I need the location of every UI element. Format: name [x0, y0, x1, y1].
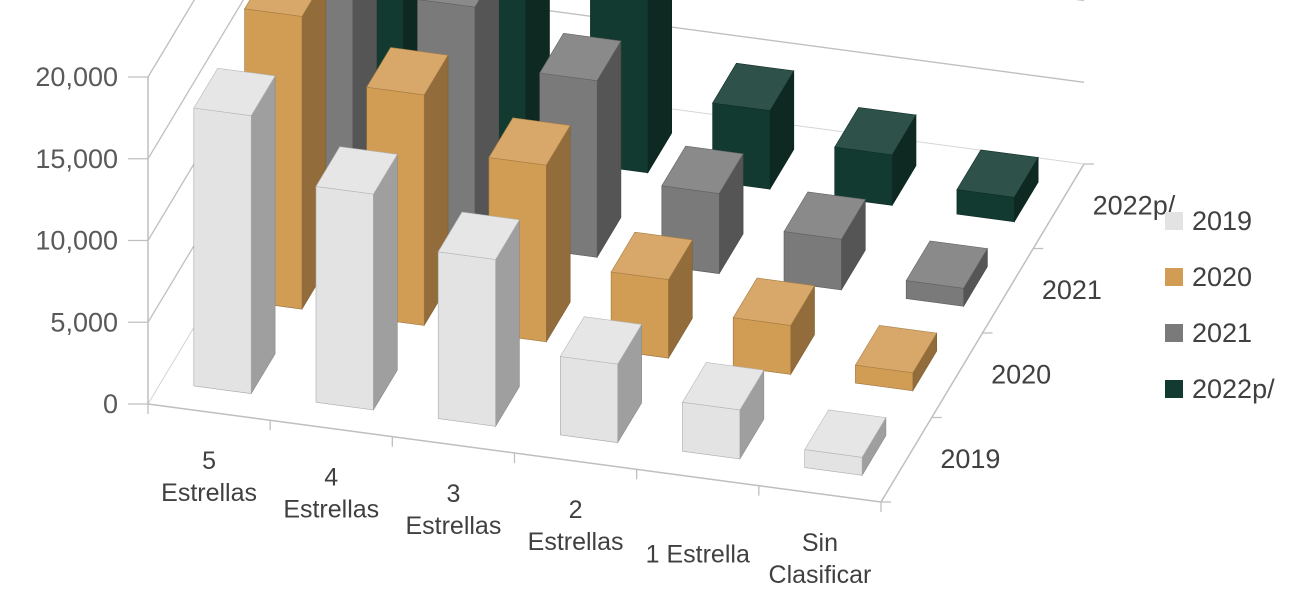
bar-2019-5: [682, 362, 765, 460]
depth-axis-tick-labels: 2019 2020 2021 2022p/: [940, 190, 1175, 474]
depth-tick-label: 2019: [940, 444, 1000, 474]
legend-item: 2021: [1165, 305, 1295, 361]
x-tick-label: 1 Estrella: [646, 541, 750, 569]
bar-2020-6: [854, 325, 938, 392]
y-axis-tick-labels: 0 5,000 10,000 15,000 20,000: [35, 62, 118, 419]
x-tick-label: 4: [324, 464, 338, 492]
legend-swatch-2021: [1165, 324, 1183, 342]
y-tick-label: 5,000: [50, 307, 118, 337]
legend-label: 2022p/: [1192, 373, 1275, 404]
bar-2019-4: [559, 316, 643, 444]
bar-2021-6: [905, 240, 988, 308]
x-tick-label: 3: [446, 480, 460, 508]
gridline: [147, 0, 245, 160]
x-tick-label: Estrellas: [161, 479, 257, 507]
legend-swatch-2019: [1165, 212, 1183, 230]
x-tick-label: Estrellas: [283, 496, 379, 524]
x-tick-label: 2: [569, 496, 583, 524]
bar-2019-2: [315, 146, 398, 411]
depth-tick-label: 2021: [1042, 275, 1102, 305]
bars: [193, 0, 1039, 477]
x-tick-label: Sin: [802, 529, 838, 557]
bar-2019-1: [193, 67, 276, 395]
legend: 2019 2020 2021 2022p/: [1165, 193, 1295, 417]
bar-2020-5: [732, 277, 815, 376]
x-tick-label: Estrellas: [405, 512, 501, 540]
legend-swatch-2020: [1165, 268, 1183, 286]
depth-tick-label: 2022p/: [1093, 190, 1176, 220]
y-tick-label: 15,000: [35, 144, 118, 174]
x-tick-label: Estrellas: [528, 528, 624, 556]
legend-label: 2021: [1192, 317, 1253, 348]
y-tick-label: 0: [103, 389, 118, 419]
legend-item: 2022p/: [1165, 361, 1295, 417]
legend-label: 2020: [1192, 261, 1253, 292]
bar-2022p-6: [956, 149, 1039, 223]
legend-swatch-2022p: [1165, 380, 1183, 398]
bar-2022p-5: [834, 107, 917, 207]
legend-item: 2019: [1165, 193, 1295, 249]
bar-2019-6: [804, 409, 887, 477]
x-tick-label: Clasificar: [769, 561, 872, 589]
bar-2021-5: [783, 191, 866, 291]
y-tick-label: 10,000: [35, 226, 118, 256]
x-tick-label: 5: [202, 447, 216, 475]
bar-2019-3: [437, 211, 520, 428]
y-tick-label: 20,000: [35, 62, 118, 92]
legend-label: 2019: [1192, 205, 1253, 236]
depth-tick-label: 2020: [991, 359, 1051, 389]
axes: [128, 76, 1094, 512]
legend-item: 2020: [1165, 249, 1295, 305]
bar-2021-4: [661, 145, 744, 275]
x-axis-tick-labels: 5 Estrellas 4 Estrellas 3 Estrellas 2 Estrellas…: [161, 447, 871, 589]
